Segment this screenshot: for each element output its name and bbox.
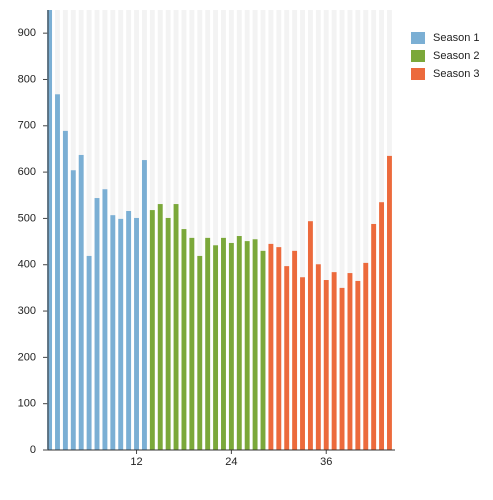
bar bbox=[236, 236, 242, 450]
bar bbox=[126, 211, 132, 450]
bar bbox=[181, 229, 187, 450]
stripe bbox=[189, 10, 195, 450]
stripe bbox=[355, 10, 361, 450]
bar bbox=[268, 243, 274, 450]
legend-label: Season 1 bbox=[433, 32, 479, 44]
bar bbox=[47, 10, 53, 450]
bar bbox=[134, 217, 139, 450]
bar bbox=[102, 189, 108, 450]
bar bbox=[189, 237, 195, 450]
legend-swatch bbox=[411, 32, 425, 44]
bar bbox=[141, 160, 147, 450]
y-tick-label: 100 bbox=[18, 398, 36, 410]
y-tick-label: 800 bbox=[18, 73, 36, 85]
y-tick-label: 500 bbox=[18, 212, 36, 224]
y-tick-label: 400 bbox=[18, 259, 36, 271]
stripe bbox=[221, 10, 226, 450]
bar bbox=[244, 241, 250, 450]
bar bbox=[371, 223, 377, 450]
x-tick-label: 12 bbox=[130, 456, 142, 468]
bar bbox=[307, 221, 313, 450]
y-tick-label: 0 bbox=[30, 444, 36, 456]
bar bbox=[86, 255, 92, 450]
bar bbox=[118, 218, 124, 450]
stripe bbox=[339, 10, 345, 450]
bar bbox=[213, 245, 219, 450]
bar bbox=[331, 272, 337, 450]
bar bbox=[379, 202, 385, 450]
bar bbox=[315, 264, 321, 450]
bar bbox=[55, 94, 60, 450]
legend-swatch bbox=[411, 50, 425, 62]
bar bbox=[292, 250, 298, 450]
stripe bbox=[213, 10, 219, 450]
stripe bbox=[228, 10, 234, 450]
stripe bbox=[260, 10, 266, 450]
bar bbox=[363, 262, 369, 450]
stripe bbox=[292, 10, 298, 450]
bar bbox=[78, 154, 84, 450]
bar bbox=[276, 247, 282, 450]
bar bbox=[355, 280, 361, 450]
bar bbox=[387, 155, 392, 451]
bar bbox=[94, 198, 100, 450]
bar bbox=[149, 210, 155, 450]
bar bbox=[260, 250, 266, 450]
x-tick-label: 36 bbox=[320, 456, 332, 468]
stripe bbox=[236, 10, 242, 450]
stripe bbox=[331, 10, 337, 450]
stripe bbox=[268, 10, 274, 450]
bar bbox=[70, 170, 76, 450]
bar bbox=[300, 277, 305, 450]
stripe bbox=[205, 10, 211, 450]
stripe bbox=[315, 10, 321, 450]
legend-label: Season 3 bbox=[433, 68, 479, 80]
y-tick-label: 200 bbox=[18, 351, 36, 363]
stripe bbox=[284, 10, 290, 450]
bar bbox=[197, 255, 203, 450]
bar bbox=[110, 215, 116, 450]
bar bbox=[62, 130, 68, 450]
stripe bbox=[252, 10, 258, 450]
bar bbox=[221, 237, 226, 450]
stripe bbox=[276, 10, 282, 450]
x-tick-label: 24 bbox=[225, 456, 237, 468]
bar bbox=[252, 239, 258, 450]
bar bbox=[165, 217, 171, 450]
y-tick-label: 600 bbox=[18, 166, 36, 178]
stripe bbox=[323, 10, 329, 450]
y-tick-label: 300 bbox=[18, 305, 36, 317]
bar bbox=[228, 242, 234, 450]
bar bbox=[205, 237, 211, 450]
bar bbox=[173, 204, 179, 450]
stripe bbox=[300, 10, 305, 450]
bar bbox=[347, 273, 353, 450]
stripe bbox=[244, 10, 250, 450]
bar bbox=[284, 266, 290, 450]
legend-label: Season 2 bbox=[433, 50, 479, 62]
bar bbox=[339, 287, 345, 450]
stripe bbox=[347, 10, 353, 450]
y-tick-label: 900 bbox=[18, 27, 36, 39]
legend-swatch bbox=[411, 68, 425, 80]
bar bbox=[157, 204, 163, 450]
y-tick-label: 700 bbox=[18, 120, 36, 132]
stripe bbox=[86, 10, 92, 450]
bar bbox=[323, 280, 329, 450]
stripe bbox=[363, 10, 369, 450]
stripe bbox=[197, 10, 203, 450]
